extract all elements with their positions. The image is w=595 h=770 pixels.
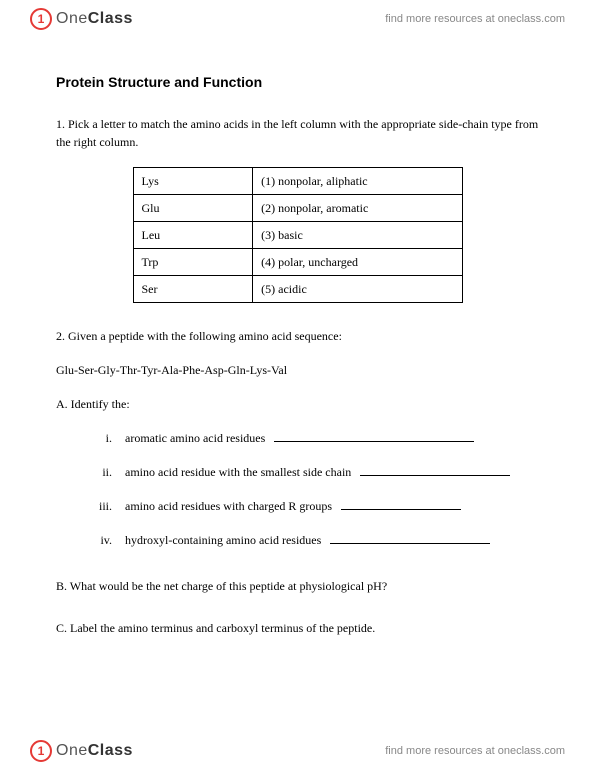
part-a-label: A. Identify the: xyxy=(56,395,539,413)
cell-right: (3) basic xyxy=(253,222,462,249)
list-item: ii. amino acid residue with the smallest… xyxy=(92,463,539,481)
list-item: iii. amino acid residues with charged R … xyxy=(92,497,539,515)
table-row: Glu (2) nonpolar, aromatic xyxy=(133,195,462,222)
cell-right: (2) nonpolar, aromatic xyxy=(253,195,462,222)
cell-left: Trp xyxy=(133,249,253,276)
logo: OneClass xyxy=(30,740,133,762)
footer-tagline[interactable]: find more resources at oneclass.com xyxy=(385,745,565,757)
answer-blank[interactable] xyxy=(274,432,474,442)
item-text: hydroxyl-containing amino acid residues xyxy=(125,533,321,547)
page-title: Protein Structure and Function xyxy=(56,72,539,93)
header-tagline[interactable]: find more resources at oneclass.com xyxy=(385,13,565,25)
roman-numeral: i. xyxy=(92,429,112,447)
answer-blank[interactable] xyxy=(341,500,461,510)
cell-right: (5) acidic xyxy=(253,276,462,303)
item-text: amino acid residues with charged R group… xyxy=(125,499,332,513)
item-text: aromatic amino acid residues xyxy=(125,431,265,445)
part-b: B. What would be the net charge of this … xyxy=(56,577,539,595)
logo-bold: Class xyxy=(88,742,133,759)
match-table: Lys (1) nonpolar, aliphatic Glu (2) nonp… xyxy=(133,167,463,303)
logo-mark-icon xyxy=(30,8,52,30)
logo-prefix: One xyxy=(56,742,88,759)
logo-prefix: One xyxy=(56,10,88,27)
list-item: iv. hydroxyl-containing amino acid resid… xyxy=(92,531,539,549)
cell-right: (4) polar, uncharged xyxy=(253,249,462,276)
question-2-prompt: 2. Given a peptide with the following am… xyxy=(56,327,539,345)
logo-bold: Class xyxy=(88,10,133,27)
cell-left: Leu xyxy=(133,222,253,249)
roman-numeral: iii. xyxy=(92,497,112,515)
roman-numeral: ii. xyxy=(92,463,112,481)
logo-text: OneClass xyxy=(56,742,133,760)
answer-blank[interactable] xyxy=(330,534,490,544)
page-header: OneClass find more resources at oneclass… xyxy=(0,0,595,38)
page-footer: OneClass find more resources at oneclass… xyxy=(0,732,595,770)
cell-left: Lys xyxy=(133,168,253,195)
logo-text: OneClass xyxy=(56,10,133,28)
part-c: C. Label the amino terminus and carboxyl… xyxy=(56,619,539,637)
table-row: Lys (1) nonpolar, aliphatic xyxy=(133,168,462,195)
table-row: Ser (5) acidic xyxy=(133,276,462,303)
cell-left: Ser xyxy=(133,276,253,303)
table-row: Trp (4) polar, uncharged xyxy=(133,249,462,276)
document-body: Protein Structure and Function 1. Pick a… xyxy=(0,0,595,703)
answer-blank[interactable] xyxy=(360,466,510,476)
logo-mark-icon xyxy=(30,740,52,762)
logo: OneClass xyxy=(30,8,133,30)
roman-numeral: iv. xyxy=(92,531,112,549)
peptide-sequence: Glu-Ser-Gly-Thr-Tyr-Ala-Phe-Asp-Gln-Lys-… xyxy=(56,361,539,379)
cell-right: (1) nonpolar, aliphatic xyxy=(253,168,462,195)
question-1-prompt: 1. Pick a letter to match the amino acid… xyxy=(56,115,539,151)
item-text: amino acid residue with the smallest sid… xyxy=(125,465,351,479)
list-item: i. aromatic amino acid residues xyxy=(92,429,539,447)
cell-left: Glu xyxy=(133,195,253,222)
table-row: Leu (3) basic xyxy=(133,222,462,249)
